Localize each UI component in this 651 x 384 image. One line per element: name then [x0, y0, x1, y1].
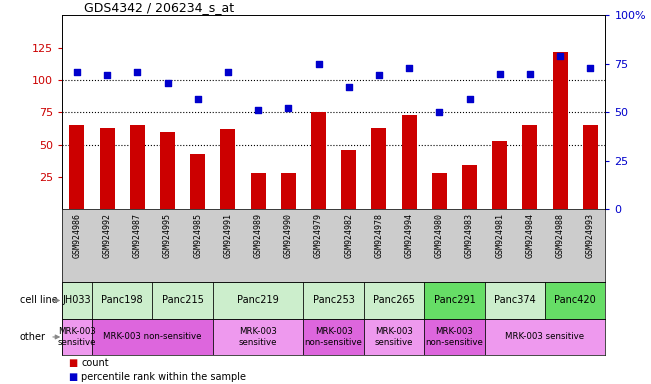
Point [193, 96, 203, 102]
Point [223, 68, 233, 74]
Bar [545, 282, 605, 319]
Bar [522, 125, 538, 209]
Text: MRK-003
non-sensitive: MRK-003 non-sensitive [305, 327, 363, 347]
Bar [190, 154, 205, 209]
Point [525, 71, 535, 77]
Point [253, 107, 264, 113]
Text: GSM924994: GSM924994 [405, 213, 413, 258]
Bar [402, 115, 417, 209]
Text: GSM924993: GSM924993 [586, 213, 595, 258]
Bar [221, 129, 236, 209]
Text: GSM924989: GSM924989 [254, 213, 262, 258]
Bar [130, 125, 145, 209]
Bar [92, 282, 152, 319]
Bar [424, 282, 484, 319]
Text: MRK-003
non-sensitive: MRK-003 non-sensitive [426, 327, 484, 347]
Text: Panc420: Panc420 [555, 295, 596, 306]
Text: GSM924986: GSM924986 [72, 213, 81, 258]
Text: GSM924990: GSM924990 [284, 213, 293, 258]
Bar [303, 282, 364, 319]
Bar [303, 319, 364, 355]
Bar [62, 319, 92, 355]
Text: GSM924981: GSM924981 [495, 213, 505, 258]
Bar [553, 51, 568, 209]
Text: MRK-003 non-sensitive: MRK-003 non-sensitive [104, 333, 202, 341]
Text: GSM924983: GSM924983 [465, 213, 474, 258]
Text: percentile rank within the sample: percentile rank within the sample [81, 372, 246, 382]
Text: count: count [81, 358, 109, 368]
Text: ■: ■ [68, 372, 77, 382]
Bar [311, 113, 326, 209]
Bar [62, 282, 92, 319]
Text: ■: ■ [68, 358, 77, 368]
Point [344, 84, 354, 90]
Text: MRK-003
sensitive: MRK-003 sensitive [239, 327, 277, 347]
Point [313, 61, 324, 67]
Point [464, 96, 475, 102]
Text: GSM924982: GSM924982 [344, 213, 353, 258]
Bar [213, 319, 303, 355]
Text: GDS4342 / 206234_s_at: GDS4342 / 206234_s_at [83, 1, 234, 14]
Text: cell line: cell line [20, 295, 57, 306]
Text: GSM924980: GSM924980 [435, 213, 444, 258]
Bar [213, 282, 303, 319]
Bar [152, 282, 213, 319]
Text: GSM924991: GSM924991 [223, 213, 232, 258]
Text: GSM924978: GSM924978 [374, 213, 383, 258]
Point [555, 53, 565, 59]
Text: MRK-003
sensitive: MRK-003 sensitive [375, 327, 413, 347]
Bar [341, 150, 356, 209]
Bar [364, 282, 424, 319]
Bar [583, 125, 598, 209]
Bar [160, 132, 175, 209]
Text: GSM924984: GSM924984 [525, 213, 534, 258]
Text: Panc265: Panc265 [373, 295, 415, 306]
Bar [371, 128, 387, 209]
Bar [70, 125, 85, 209]
Point [434, 109, 445, 116]
Bar [462, 166, 477, 209]
Point [374, 73, 384, 79]
Text: GSM924985: GSM924985 [193, 213, 202, 258]
Point [404, 65, 414, 71]
Text: Panc374: Panc374 [494, 295, 536, 306]
Text: MRK-003
sensitive: MRK-003 sensitive [58, 327, 96, 347]
Point [162, 80, 173, 86]
Bar [484, 282, 545, 319]
Point [102, 73, 113, 79]
Text: GSM924995: GSM924995 [163, 213, 172, 258]
Point [495, 71, 505, 77]
Bar [364, 319, 424, 355]
Text: Panc253: Panc253 [312, 295, 355, 306]
Bar [100, 128, 115, 209]
Text: GSM924988: GSM924988 [556, 213, 564, 258]
Bar [492, 141, 507, 209]
Bar [92, 319, 213, 355]
Text: other: other [20, 332, 46, 342]
Text: JH033: JH033 [62, 295, 91, 306]
Bar [424, 319, 484, 355]
Text: Panc198: Panc198 [102, 295, 143, 306]
Bar [251, 173, 266, 209]
Point [283, 105, 294, 111]
Bar [281, 173, 296, 209]
Text: GSM924987: GSM924987 [133, 213, 142, 258]
Text: Panc291: Panc291 [434, 295, 475, 306]
Text: Panc215: Panc215 [161, 295, 204, 306]
Bar [432, 173, 447, 209]
Text: GSM924979: GSM924979 [314, 213, 323, 258]
Point [72, 68, 82, 74]
Text: GSM924992: GSM924992 [103, 213, 111, 258]
Bar [484, 319, 605, 355]
Point [585, 65, 596, 71]
Text: Panc219: Panc219 [237, 295, 279, 306]
Point [132, 68, 143, 74]
Text: MRK-003 sensitive: MRK-003 sensitive [505, 333, 585, 341]
